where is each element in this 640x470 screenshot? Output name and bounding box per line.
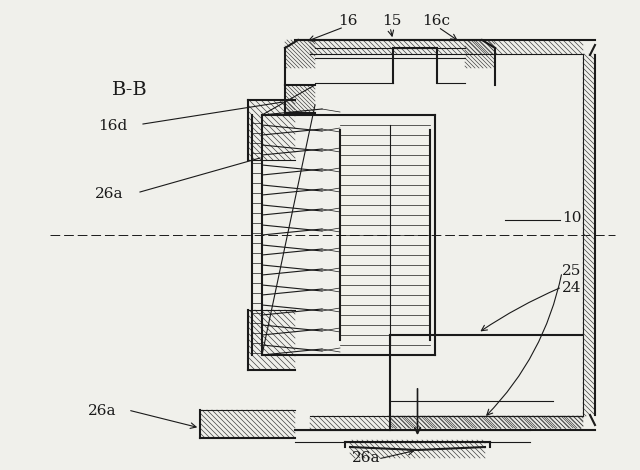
Text: 16d: 16d	[98, 119, 127, 133]
Text: 26a: 26a	[352, 451, 381, 465]
Text: B-B: B-B	[112, 81, 148, 99]
Text: 15: 15	[382, 14, 401, 28]
Text: 25: 25	[562, 264, 581, 278]
Text: 16: 16	[338, 14, 358, 28]
Text: 10: 10	[562, 211, 582, 225]
Text: 26a: 26a	[95, 187, 124, 201]
Text: 26a: 26a	[88, 404, 116, 418]
Text: 16c: 16c	[422, 14, 450, 28]
Text: 24: 24	[562, 281, 582, 295]
